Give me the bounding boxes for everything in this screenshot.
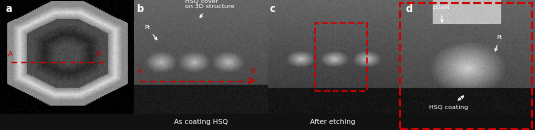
Bar <box>0 114 134 130</box>
Text: Pt: Pt <box>495 35 503 51</box>
Text: HSQ coating: HSQ coating <box>429 96 468 110</box>
Text: pGaN: pGaN <box>433 5 450 22</box>
Text: HSQ cover
on 3D structure: HSQ cover on 3D structure <box>185 0 234 18</box>
Text: b: b <box>136 4 143 14</box>
Text: d: d <box>406 4 412 14</box>
Text: a: a <box>5 4 12 14</box>
Text: B: B <box>96 51 101 57</box>
Bar <box>134 114 268 130</box>
Text: c: c <box>270 4 276 14</box>
Text: A: A <box>138 68 142 74</box>
Text: A: A <box>8 51 13 57</box>
Text: As coating HSQ: As coating HSQ <box>174 119 227 125</box>
Text: Pt: Pt <box>144 25 157 40</box>
Bar <box>315 23 367 91</box>
Text: B: B <box>250 68 255 74</box>
Bar <box>268 114 399 130</box>
Text: After etching: After etching <box>310 119 356 125</box>
Bar <box>399 114 535 130</box>
